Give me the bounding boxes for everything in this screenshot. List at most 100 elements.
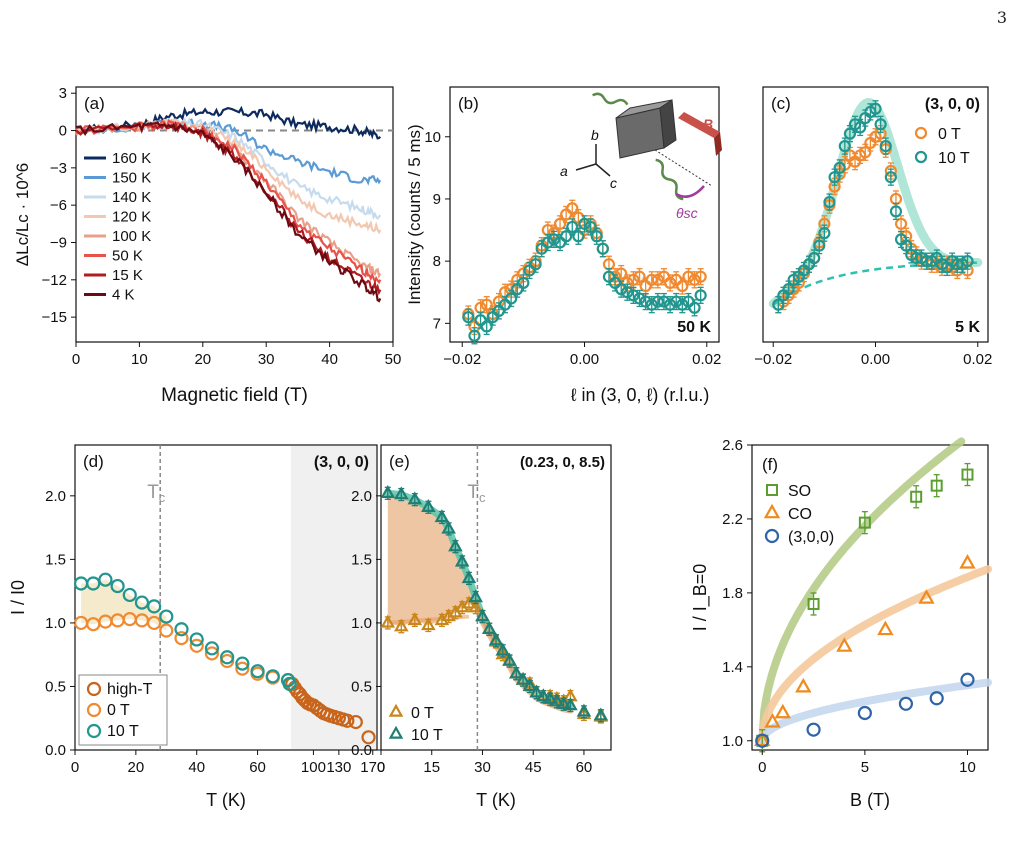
x-tick-label-c: −0.02	[754, 351, 792, 368]
data-point	[590, 230, 603, 243]
legend-label: 120 K	[112, 209, 151, 226]
y-tick-label-d: 1.5	[45, 551, 66, 568]
data-point	[627, 289, 640, 302]
data-point	[522, 678, 538, 692]
data-point	[682, 295, 695, 308]
data-point	[448, 538, 463, 552]
y-tick-label-a: −3	[50, 160, 67, 177]
data-point	[874, 118, 887, 131]
data-point	[670, 295, 683, 308]
data-point	[889, 205, 903, 218]
legend-marker	[914, 126, 928, 140]
data-point	[879, 139, 892, 153]
data-point	[782, 283, 795, 296]
incident-beam	[591, 92, 629, 106]
series-line-160-K	[75, 105, 382, 140]
y-axis-label-d: I / I0	[8, 580, 28, 615]
data-point	[529, 258, 542, 271]
data-point	[910, 490, 923, 503]
data-point	[454, 553, 470, 567]
data-point	[961, 468, 974, 481]
data-point	[688, 273, 701, 286]
legend-box-d	[78, 674, 168, 746]
x-tick-label-b: 0.02	[692, 351, 721, 368]
annotation-b: 50 K	[677, 319, 711, 336]
axes-frame-e	[380, 444, 612, 751]
series-line-50-K	[75, 119, 382, 285]
x-tick-label-c: 0.00	[861, 351, 890, 368]
legend-label: CO	[788, 506, 812, 523]
data-points-b	[462, 199, 707, 345]
y-tick-label-f: 1.8	[722, 585, 743, 602]
x-tick-label-a: 40	[321, 351, 338, 368]
x-axis-label-d: T (K)	[206, 790, 246, 810]
legend-label: 140 K	[112, 189, 151, 206]
reflection-title-e: (0.23, 0, 8.5)	[520, 454, 605, 471]
axes-frame-a	[75, 86, 394, 343]
data-point	[380, 485, 396, 498]
data-point	[147, 615, 162, 631]
data-point	[348, 714, 363, 730]
data-point	[394, 486, 409, 500]
x-tick-label-f: 0	[758, 759, 766, 776]
x-axis-label-e: T (K)	[476, 790, 516, 810]
x-axis-label-bc: ℓ in (3, 0, ℓ) (r.l.u.)	[571, 385, 710, 405]
data-point	[394, 618, 409, 632]
tc-label-e: Tc	[467, 482, 486, 505]
data-point	[918, 589, 935, 604]
legend-marker	[388, 725, 404, 739]
data-point	[651, 273, 664, 286]
data-point	[515, 671, 531, 685]
data-point	[621, 286, 634, 299]
data-point	[421, 499, 436, 512]
panel-label-b: (b)	[458, 94, 479, 113]
data-point	[633, 270, 646, 283]
x-tick-label-d: 0	[71, 759, 79, 776]
data-points-d	[73, 572, 376, 745]
data-point	[578, 217, 591, 230]
data-point	[509, 665, 524, 679]
data-point	[808, 251, 821, 265]
data-point	[486, 311, 499, 324]
data-point	[481, 621, 497, 634]
data-point	[480, 320, 493, 333]
data-point	[560, 230, 573, 243]
reflection-title-c: (3, 0, 0)	[925, 96, 980, 113]
y-tick-label-e: 0.0	[351, 742, 372, 759]
axis-c-arrow	[595, 163, 611, 177]
x-tick-label-d: 60	[249, 759, 266, 776]
data-point	[340, 713, 355, 728]
panel-label-a: (a)	[84, 94, 105, 113]
legend-label: 150 K	[112, 170, 151, 187]
legend-marker	[914, 150, 928, 164]
data-point	[502, 652, 517, 666]
data-point	[663, 276, 677, 290]
data-point	[220, 650, 235, 665]
data-point	[894, 217, 908, 230]
y-tick-label-d: 1.0	[45, 615, 66, 632]
data-point	[615, 267, 628, 280]
data-point	[361, 730, 376, 745]
data-point	[505, 292, 518, 305]
x-tick-label-a: 10	[131, 351, 148, 368]
data-point	[407, 612, 423, 626]
page-number: 3	[996, 8, 1007, 27]
data-points-e	[380, 485, 609, 724]
field-label: B	[703, 116, 713, 132]
data-point	[250, 664, 265, 679]
data-point	[556, 696, 571, 709]
data-point	[204, 641, 220, 656]
data-point	[930, 479, 943, 492]
data-point	[468, 599, 483, 613]
legend-label: 10 T	[938, 150, 970, 167]
data-point	[566, 220, 579, 234]
panel-label-f: (f)	[762, 455, 778, 474]
y-tick-label-b: 7	[433, 315, 441, 332]
data-point	[900, 239, 913, 252]
data-point	[639, 279, 652, 293]
data-point	[110, 578, 125, 594]
x-tick-label-d: 170	[360, 759, 385, 776]
data-point	[474, 314, 487, 327]
sample-cube-side	[659, 99, 677, 149]
data-point	[553, 217, 567, 230]
